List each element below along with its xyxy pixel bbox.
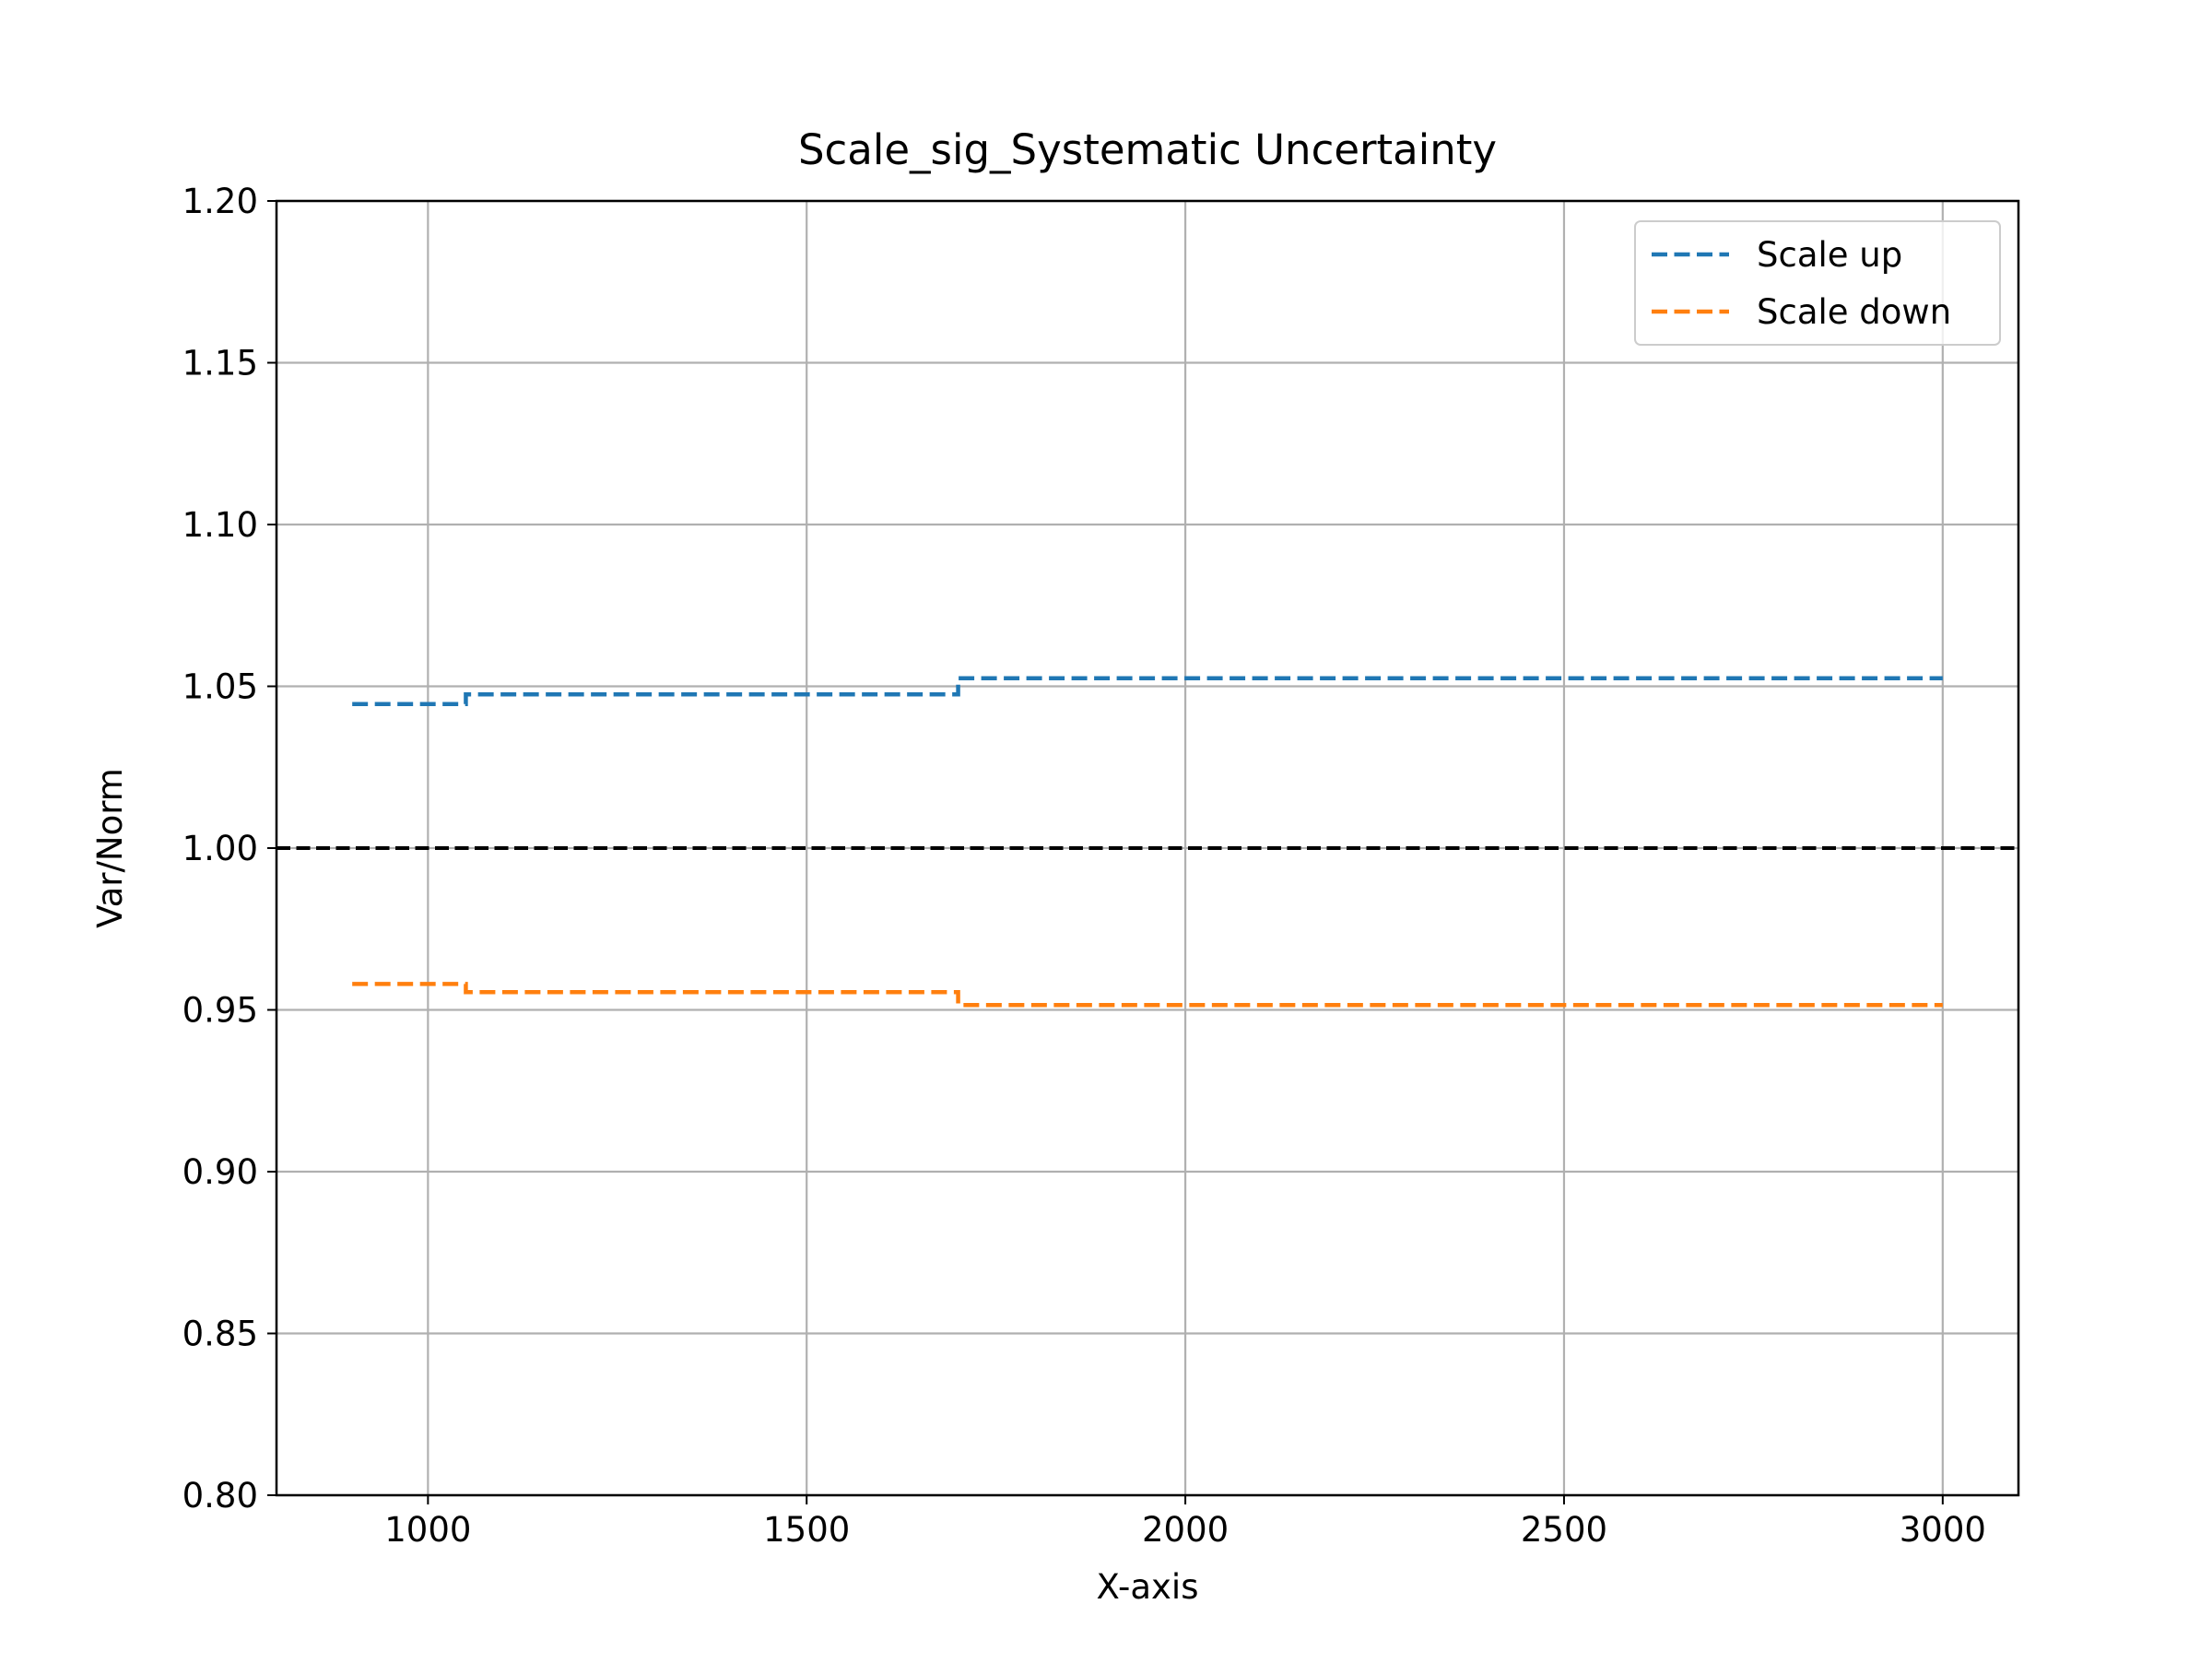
y-tick-label: 1.20 <box>182 182 258 221</box>
legend: Scale up Scale down <box>1634 220 2001 346</box>
y-tick-label: 0.80 <box>182 1476 258 1516</box>
y-tick-label: 0.85 <box>182 1315 258 1354</box>
series-layer <box>352 676 1943 1008</box>
x-tick-label: 2000 <box>1142 1510 1229 1550</box>
y-tick-label: 1.15 <box>182 344 258 383</box>
legend-label-scale-up: Scale up <box>1757 235 1902 275</box>
chart-title: Scale_sig_Systematic Uncertainty <box>798 125 1497 174</box>
y-tick-label: 0.90 <box>182 1152 258 1192</box>
y-tick-label: 1.10 <box>182 505 258 545</box>
y-tick-label: 1.00 <box>182 829 258 868</box>
tick-layer: 1000 1500 2000 2500 3000 0.80 0.85 0.90 0.95 1.00… <box>182 182 1986 1550</box>
y-tick-label: 0.95 <box>182 991 258 1031</box>
legend-label-scale-down: Scale down <box>1757 292 1951 332</box>
series-line-scale-down <box>352 982 1943 1008</box>
x-axis-label: X-axis <box>1097 1567 1199 1607</box>
x-tick-label: 3000 <box>1900 1510 1986 1550</box>
series-line-scale-up <box>352 676 1943 707</box>
legend-box <box>1634 220 2001 346</box>
x-tick-label: 1500 <box>763 1510 850 1550</box>
x-tick-label: 2500 <box>1521 1510 1607 1550</box>
y-tick-label: 1.05 <box>182 667 258 707</box>
y-axis-label: Var/Norm <box>90 768 130 928</box>
x-tick-label: 1000 <box>384 1510 471 1550</box>
